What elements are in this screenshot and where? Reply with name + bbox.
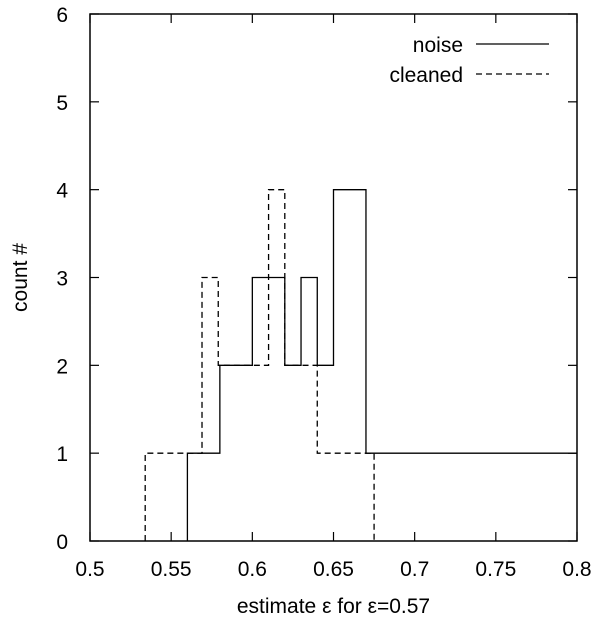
legend: noise cleaned — [389, 34, 549, 87]
x-tick-label: 0.55 — [151, 558, 192, 581]
y-tick-label: 4 — [56, 180, 68, 203]
legend-label-noise: noise — [413, 34, 463, 57]
x-tick-label: 0.5 — [75, 558, 104, 581]
series-cleaned-outline — [144, 189, 375, 541]
ticks-group: 0.5 0.55 0.6 0.65 0.7 0.75 0.8 0 1 2 3 4 5 6 — [56, 4, 591, 581]
x-tick-label: 0.6 — [238, 558, 267, 581]
x-tick-label: 0.7 — [400, 558, 429, 581]
series-group — [144, 189, 577, 541]
series-noise-outline — [186, 189, 577, 541]
x-tick-label: 0.65 — [313, 558, 354, 581]
y-tick-label: 2 — [56, 355, 68, 378]
x-tick-label: 0.8 — [562, 558, 591, 581]
y-axis-label: count # — [9, 243, 32, 312]
x-axis-label: estimate ε for ε=0.57 — [237, 595, 430, 618]
y-tick-label: 3 — [56, 268, 68, 291]
x-tick-label: 0.75 — [475, 558, 516, 581]
legend-label-cleaned: cleaned — [389, 64, 463, 87]
y-tick-label: 1 — [56, 443, 68, 466]
y-tick-label: 6 — [56, 4, 68, 27]
y-tick-label: 5 — [56, 92, 68, 115]
y-tick-label: 0 — [56, 531, 68, 554]
